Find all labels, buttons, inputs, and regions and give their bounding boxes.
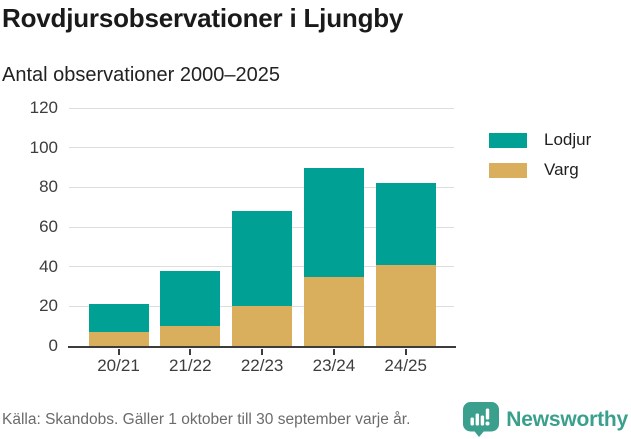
legend-item-lodjur: Lodjur (489, 130, 591, 150)
source-note: Källa: Skandobs. Gäller 1 oktober till 3… (2, 411, 411, 428)
y-tick-label-60: 60 (39, 217, 58, 236)
gridline-80 (69, 186, 454, 188)
legend-label-varg: Varg (544, 160, 579, 179)
axis-tick-22-23 (261, 349, 264, 355)
gridline-120 (69, 107, 454, 109)
axis-tick-21-22 (189, 349, 192, 355)
bar-lodjur-20-21 (88, 304, 149, 333)
y-tick-label-100: 100 (29, 137, 58, 157)
x-tick-label-23-24: 23/24 (312, 356, 356, 375)
x-tick-label-24-25: 24/25 (384, 356, 427, 375)
legend-item-varg: Varg (489, 160, 591, 180)
chart-subtitle: Antal observationer 2000–2025 (2, 64, 280, 86)
bar-varg-22-23 (232, 306, 293, 346)
axis-tick-20-21 (117, 349, 120, 355)
x-axis: 20/21 21/22 22/23 23/24 24/25 (69, 356, 454, 380)
bar-lodjur-23-24 (303, 167, 364, 277)
legend: Lodjur Varg (489, 130, 591, 190)
x-tick-label-21-22: 21/22 (169, 356, 212, 375)
x-axis-line (68, 345, 456, 348)
page-title: Rovdjursobservationer i Ljungby (2, 3, 404, 33)
y-tick-label-40: 40 (39, 256, 58, 276)
y-tick-label-0: 0 (48, 336, 58, 355)
y-tick-label-120: 120 (29, 98, 58, 117)
x-tick-label-22-23: 22/23 (240, 356, 284, 375)
legend-label-lodjur: Lodjur (544, 130, 592, 149)
bar-lodjur-22-23 (232, 211, 293, 307)
brand-name: Newsworthy (506, 407, 628, 431)
bar-lodjur-24-25 (375, 183, 436, 265)
y-tick-label-20: 20 (39, 296, 58, 316)
bar-lodjur-21-22 (160, 270, 221, 327)
bar-varg-23-24 (303, 276, 364, 346)
y-axis: 0 20 40 60 80 100 120 (0, 98, 58, 355)
bar-varg-24-25 (375, 264, 436, 346)
legend-swatch-lodjur (489, 132, 527, 148)
newsworthy-bubble-chart-icon (463, 402, 500, 437)
gridline-100 (69, 147, 454, 149)
bar-varg-20-21 (88, 332, 149, 346)
axis-tick-23-24 (332, 349, 335, 355)
bar-varg-21-22 (160, 326, 221, 346)
y-tick-label-80: 80 (39, 177, 58, 197)
x-tick-label-20-21: 20/21 (97, 356, 140, 375)
axis-tick-24-25 (404, 349, 407, 355)
legend-swatch-varg (489, 162, 527, 178)
plot-area (68, 107, 456, 355)
newsworthy-logo[interactable]: Newsworthy (463, 402, 628, 437)
